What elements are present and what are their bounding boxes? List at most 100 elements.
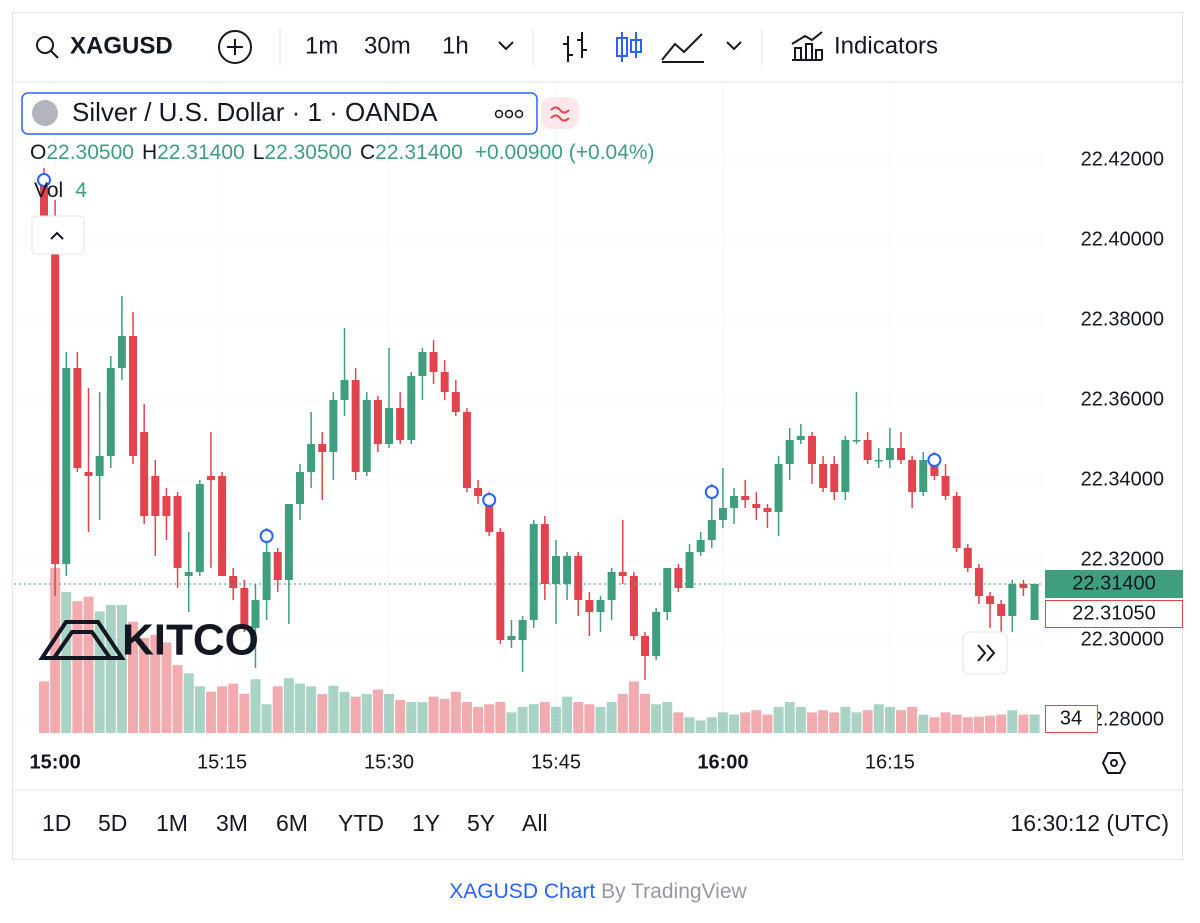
footer: XAGUSD Chart By TradingView [449, 880, 747, 903]
candle-body [117, 336, 126, 368]
volume-bar [773, 706, 784, 733]
candle-body [563, 556, 572, 584]
range-button[interactable]: YTD [338, 810, 384, 836]
volume-bar [350, 696, 361, 733]
candle-body [785, 440, 794, 464]
volume-bar [517, 706, 528, 733]
candle-body [106, 368, 115, 456]
indicators-button[interactable]: Indicators [834, 32, 938, 59]
volume-bar [61, 591, 72, 733]
volume-bar [695, 720, 706, 733]
volume-bar [417, 702, 428, 733]
candle-body [485, 496, 494, 532]
volume-bar [784, 702, 795, 733]
last-price-box [1045, 570, 1183, 598]
range-button[interactable]: 1D [42, 810, 71, 836]
settings-icon-center [1110, 759, 1118, 767]
volume-bar [751, 710, 762, 733]
volume-bar [283, 678, 294, 733]
range-button[interactable]: 5D [98, 810, 127, 836]
range-button[interactable]: 5Y [467, 810, 495, 836]
toolbar-icons [36, 30, 823, 64]
volume-bar [428, 696, 439, 733]
volume-bar [306, 686, 317, 733]
volume-bar [194, 686, 205, 733]
candle-body [362, 400, 371, 472]
candle-body [629, 576, 638, 636]
legend-value: 22.31400 [157, 141, 245, 164]
volume-bar [261, 704, 272, 733]
event-marker[interactable] [259, 529, 274, 543]
kitco-logo: KITCO [38, 616, 259, 665]
candle-body [974, 568, 983, 596]
candle-body [295, 472, 304, 504]
volume-label: 34 [1060, 707, 1082, 729]
event-marker[interactable] [37, 173, 51, 187]
candle-body [273, 552, 282, 580]
candle-body [618, 572, 627, 576]
candle-body [95, 456, 104, 476]
range-button[interactable]: 3M [216, 810, 248, 836]
volume-bar [450, 691, 461, 733]
event-marker[interactable] [927, 453, 942, 467]
candle-body [819, 464, 828, 488]
range-button[interactable]: 6M [276, 810, 308, 836]
interval-button[interactable]: 1h [442, 32, 469, 59]
scroll-icon [977, 644, 996, 662]
candle-body [151, 476, 160, 516]
volume-bar [461, 702, 472, 733]
legend-change: +0.00900 (+0.04%) [475, 141, 655, 164]
volume-bar [762, 714, 773, 733]
symbol-header[interactable] [21, 92, 538, 135]
candle-body [807, 436, 816, 464]
candle-body [897, 448, 906, 460]
volume-bar [1007, 710, 1018, 733]
candle-body [852, 440, 861, 442]
candle-body [919, 460, 928, 492]
volume-bar [985, 715, 996, 733]
volume-bar [105, 604, 116, 733]
legend-value: 4 [75, 179, 87, 202]
volume-bar [573, 702, 584, 733]
volume-bar [806, 712, 817, 733]
candle-body [396, 408, 405, 440]
volume-bar [840, 706, 851, 733]
event-marker[interactable] [482, 493, 497, 507]
volume-bar [439, 698, 450, 733]
volume-bar [662, 702, 673, 733]
more-dots[interactable] [494, 109, 524, 119]
volume-bar [183, 673, 194, 733]
volume-bar [128, 621, 139, 733]
candle-body [908, 460, 917, 492]
interval-button[interactable]: 1m [305, 32, 338, 59]
candle-body [941, 476, 950, 496]
volume-bar [640, 693, 651, 733]
legend-value: 22.30500 [46, 141, 134, 164]
range-button[interactable]: All [522, 810, 548, 836]
x-tick-label: 15:30 [364, 751, 414, 773]
y-tick-label: 22.40000 [1081, 228, 1164, 250]
status-icon [550, 106, 570, 122]
volume-bar [673, 712, 684, 733]
volume-bar [116, 604, 127, 733]
settings-icon[interactable] [1101, 752, 1127, 774]
candle-body [863, 440, 872, 460]
volume-bar [818, 710, 829, 733]
event-marker[interactable] [704, 485, 719, 499]
volume-bar [628, 681, 639, 733]
candle-body [429, 352, 438, 372]
symbol-search[interactable]: XAGUSD [70, 32, 173, 59]
range-button[interactable]: 1Y [412, 810, 440, 836]
volume-bar [205, 691, 216, 733]
ohlc-legend: O22.30500 H22.31400 L22.30500 C22.31400 +0.0… [30, 141, 655, 164]
footer-link[interactable]: XAGUSD Chart [449, 880, 595, 903]
candle-body [652, 612, 661, 656]
candle-body [551, 556, 560, 584]
candle-body [385, 408, 394, 444]
range-button[interactable]: 1M [156, 810, 188, 836]
interval-button[interactable]: 30m [364, 32, 411, 59]
volume-bar [294, 683, 305, 733]
x-tick-label: 15:15 [197, 751, 247, 773]
clock: 16:30:12 (UTC) [1010, 810, 1169, 836]
